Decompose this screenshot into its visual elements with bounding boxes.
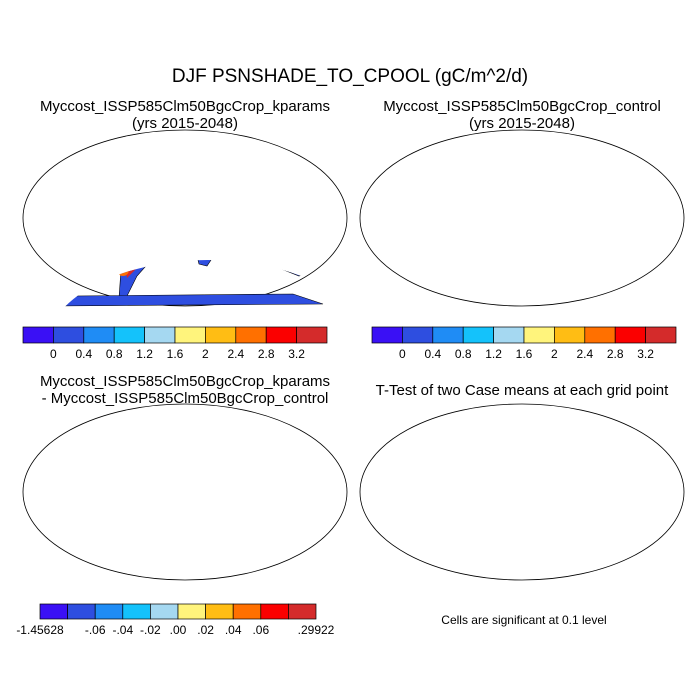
panel-title-line2: (yrs 2015-2048) xyxy=(469,115,575,132)
colorbar-control: 0 0.4 0.8 1.2 1.6 2 2.4 2.8 3.2 xyxy=(371,326,677,361)
panel-title-line1: Myccost_ISSP585Clm50BgcCrop_kparams xyxy=(39,98,331,115)
significant-cell xyxy=(661,551,666,553)
significant-cell xyxy=(428,412,433,414)
colorbar-difference: -1.45628 -.06 -.04 -.02 .00 .02 .04 .06 .29922 xyxy=(16,603,335,637)
colorbar-swatch xyxy=(235,326,267,344)
colorbar-swatch xyxy=(67,603,96,620)
colorbar-tick-label: 2.4 xyxy=(576,347,593,361)
map-panel-3 xyxy=(22,403,348,581)
colorbar-swatch xyxy=(402,326,434,344)
colorbar-swatch xyxy=(144,326,176,344)
significant-cell xyxy=(668,539,672,541)
colorbar-swatch xyxy=(94,603,124,620)
colorbar-tick-label: 2.8 xyxy=(258,347,275,361)
continent-antarctica xyxy=(52,293,324,307)
colorbar-swatch xyxy=(462,326,494,344)
colorbar-tick-label: .29922 xyxy=(298,623,335,637)
map-panel-4 xyxy=(359,403,685,581)
colorbar-tick-label: .00 xyxy=(170,623,187,637)
colorbar-swatch xyxy=(174,326,206,344)
map-outline xyxy=(22,129,348,307)
map-outline xyxy=(359,129,685,307)
panel-title-line2: - Myccost_ISSP585Clm50BgcCrop_control xyxy=(41,390,329,407)
colorbar-swatch xyxy=(53,326,85,344)
colorbar-swatch xyxy=(39,603,68,620)
map-panel-2 xyxy=(359,129,685,307)
colorbar-swatch xyxy=(265,326,297,344)
colorbar-kparams: 0 0.4 0.8 1.2 1.6 2 2.4 2.8 3.2 xyxy=(22,326,328,361)
colorbar-swatch xyxy=(493,326,525,344)
colorbar-tick-label: 3.2 xyxy=(637,347,654,361)
colorbar-swatch xyxy=(22,326,54,344)
panel-title-kparams: Myccost_ISSP585Clm50BgcCrop_kparams (yrs… xyxy=(15,98,355,132)
colorbar-swatch xyxy=(371,326,403,344)
colorbar-tick-label: -1.45628 xyxy=(16,623,64,637)
map-outline xyxy=(359,403,685,581)
colorbar-tick-label: 0.4 xyxy=(424,347,441,361)
panel-title-difference: Myccost_ISSP585Clm50BgcCrop_kparams - My… xyxy=(15,373,355,407)
colorbar-tick-label: .04 xyxy=(225,623,242,637)
colorbar-swatch xyxy=(614,326,646,344)
colorbar-swatch xyxy=(296,326,328,344)
significant-cell xyxy=(641,428,644,430)
colorbar-tick-label: -.04 xyxy=(112,623,133,637)
continent-south-america xyxy=(104,260,158,299)
colorbar-swatch xyxy=(645,326,677,344)
colorbar-tick-label: 2 xyxy=(551,347,558,361)
colorbar-swatch xyxy=(584,326,616,344)
significant-cell xyxy=(637,554,640,556)
colorbar-tick-label: 1.6 xyxy=(516,347,533,361)
significant-cell xyxy=(395,553,400,555)
colorbar-tick-label: 2 xyxy=(202,347,209,361)
colorbar-swatch xyxy=(150,603,179,620)
figure-title: DJF PSNSHADE_TO_CPOOL (gC/m^2/d) xyxy=(171,66,529,87)
colorbar-swatch xyxy=(232,603,262,620)
colorbar-tick-label: -.06 xyxy=(85,623,106,637)
colorbar-swatch xyxy=(177,603,206,620)
significant-cell xyxy=(404,415,408,417)
colorbar-tick-label: 2.4 xyxy=(227,347,244,361)
colorbar-tick-label: .02 xyxy=(197,623,214,637)
colorbar-tick-label: 0.8 xyxy=(455,347,472,361)
panel-title-line1: Myccost_ISSP585Clm50BgcCrop_kparams xyxy=(39,373,331,390)
colorbar-swatch xyxy=(122,603,151,620)
colorbar-tick-label: 0.8 xyxy=(106,347,123,361)
panel-title-line2: (yrs 2015-2048) xyxy=(132,115,238,132)
colorbar-tick-label: 2.8 xyxy=(607,347,624,361)
significant-cell xyxy=(404,422,407,424)
colorbar-tick-label: 0 xyxy=(399,347,406,361)
colorbar-swatch xyxy=(83,326,115,344)
colorbar-swatch xyxy=(113,326,145,344)
colorbar-tick-label: 1.2 xyxy=(485,347,502,361)
panel-title-line1: Myccost_ISSP585Clm50BgcCrop_control xyxy=(383,98,661,115)
panel-title-ttest: T-Test of two Case means at each grid po… xyxy=(352,382,692,399)
map-outline xyxy=(22,403,348,581)
colorbar-tick-label: 3.2 xyxy=(288,347,305,361)
ttest-note: Cells are significant at 0.1 level xyxy=(441,613,607,627)
colorbar-swatch xyxy=(205,603,234,620)
colorbar-swatch xyxy=(288,603,317,620)
colorbar-tick-label: 1.6 xyxy=(167,347,184,361)
colorbar-swatch xyxy=(205,326,237,344)
colorbar-tick-label: 0 xyxy=(50,347,57,361)
map-panel-1 xyxy=(22,129,348,307)
colorbar-tick-label: 1.2 xyxy=(136,347,153,361)
colorbar-tick-label: .06 xyxy=(252,623,269,637)
colorbar-swatch xyxy=(523,326,555,344)
panel-title-line1: T-Test of two Case means at each grid po… xyxy=(375,382,669,399)
colorbar-tick-label: -.02 xyxy=(140,623,161,637)
panel-title-control: Myccost_ISSP585Clm50BgcCrop_control (yrs… xyxy=(352,98,692,132)
continent-africa xyxy=(162,260,236,267)
colorbar-tick-label: 0.4 xyxy=(75,347,92,361)
colorbar-swatch xyxy=(432,326,464,344)
colorbar-swatch xyxy=(554,326,586,344)
colorbar-swatch xyxy=(260,603,289,620)
